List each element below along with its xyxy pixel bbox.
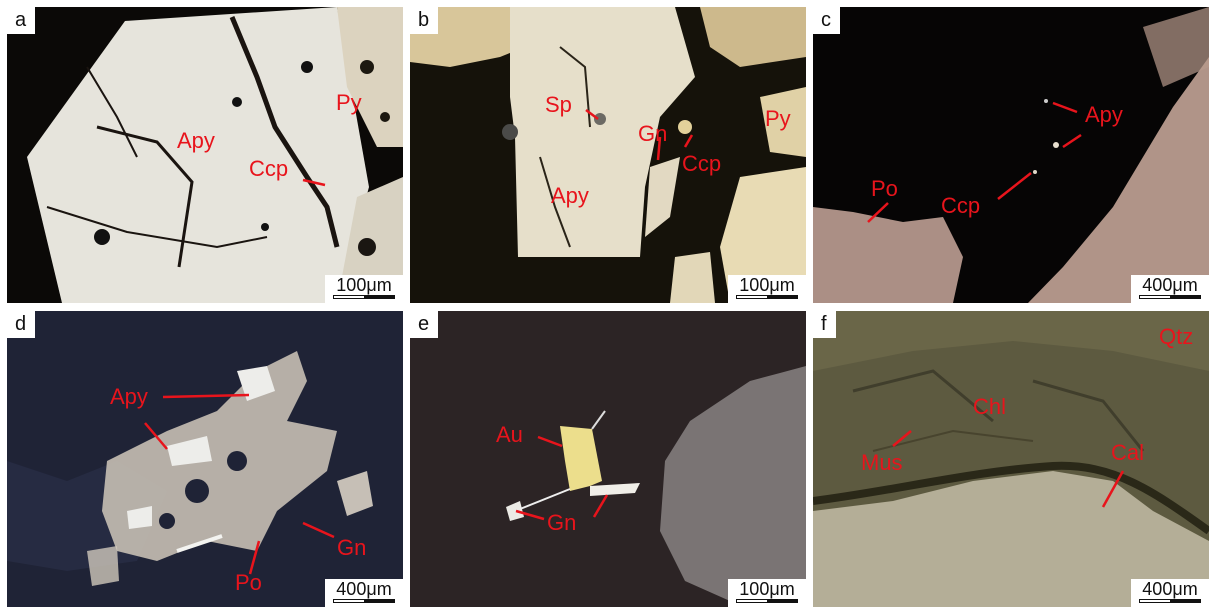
scale-label: 100μm (739, 579, 795, 599)
scale-bar-box: 400μm (1131, 579, 1209, 607)
mineral-label-chl: Chl (973, 394, 1007, 419)
mineral-label-gn: Gn (638, 121, 668, 146)
scale-bar (333, 599, 395, 603)
micrograph-e (410, 311, 806, 607)
micrograph-b (410, 7, 806, 303)
micrograph-a (7, 7, 403, 303)
panel-letter: b (410, 7, 439, 34)
mineral-label-po: Po (235, 570, 262, 595)
scale-bar-box: 100μm (728, 275, 806, 303)
mineral-label-apy: Apy (110, 384, 148, 409)
micrograph-d (7, 311, 403, 607)
mineral-label-po: Po (871, 176, 898, 201)
panel-a: a Py Apy Ccp 100μm (7, 7, 403, 303)
scale-bar-box: 100μm (325, 275, 403, 303)
panel-letter: a (7, 7, 36, 34)
mineral-label-apy: Apy (1085, 102, 1123, 127)
scale-bar-box: 100μm (728, 579, 806, 607)
scale-bar-box: 400μm (1131, 275, 1209, 303)
mineral-label-ccp: Ccp (249, 156, 289, 181)
scale-label: 400μm (1142, 579, 1198, 599)
mineral-label-apy: Apy (177, 128, 215, 153)
micrograph-f (813, 311, 1209, 607)
scale-label: 400μm (336, 579, 392, 599)
panel-letter: f (813, 311, 836, 338)
mineral-label-ccp: Ccp (682, 151, 722, 176)
panel-b: b Sp Gn Ccp Py Apy 100μm (410, 7, 806, 303)
mineral-label-ccp: Ccp (941, 193, 981, 218)
panel-e: e Au Gn 100μm (410, 311, 806, 607)
panel-letter: d (7, 311, 36, 338)
mineral-label-cal: Cal (1111, 440, 1145, 465)
scale-bar (1139, 295, 1201, 299)
scale-bar (736, 295, 798, 299)
mineral-label-qtz: Qtz (1159, 324, 1194, 349)
panel-f: f Qtz Chl Mus Cal 400μm (813, 311, 1209, 607)
scale-bar (333, 295, 395, 299)
scale-bar-box: 400μm (325, 579, 403, 607)
mineral-label-gn: Gn (337, 535, 367, 560)
panel-letter: e (410, 311, 439, 338)
scale-bar (1139, 599, 1201, 603)
scale-label: 100μm (739, 275, 795, 295)
scale-label: 400μm (1142, 275, 1198, 295)
mineral-label-au: Au (496, 422, 523, 447)
scale-label: 100μm (336, 275, 392, 295)
panel-letter: c (813, 7, 840, 34)
mineral-label-py: Py (765, 106, 791, 131)
mineral-label-sp: Sp (545, 92, 572, 117)
mineral-label-mus: Mus (861, 450, 903, 475)
micrograph-c (813, 7, 1209, 303)
mineral-label-gn: Gn (547, 510, 577, 535)
scale-bar (736, 599, 798, 603)
mineral-label-py: Py (336, 90, 362, 115)
panel-c: c Apy Po Ccp 400μm (813, 7, 1209, 303)
mineral-label-apy: Apy (551, 183, 589, 208)
panel-d: d Apy Gn Po 400μm (7, 311, 403, 607)
